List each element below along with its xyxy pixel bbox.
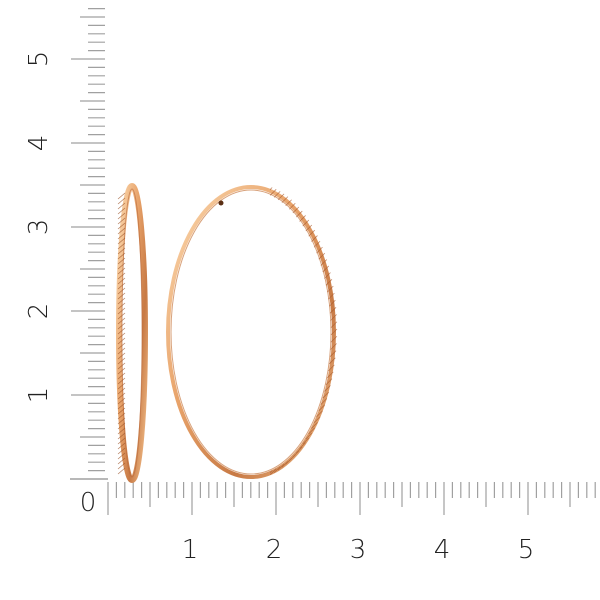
horizontal-unit-label: 1 <box>182 535 199 565</box>
vertical-unit-label: 2 <box>24 303 54 320</box>
horizontal-unit-label: 3 <box>350 535 367 565</box>
horizontal-unit-label: 2 <box>266 535 283 565</box>
horizontal-unit-label: 4 <box>434 535 451 565</box>
front-view-earring <box>166 185 338 479</box>
origin-label: 0 <box>80 488 97 518</box>
vertical-unit-label: 4 <box>24 135 54 152</box>
vertical-unit-label: 3 <box>24 219 54 236</box>
vertical-unit-label: 1 <box>24 387 54 404</box>
vertical-unit-label: 5 <box>24 51 54 68</box>
clasp <box>218 200 224 206</box>
side-view-earring <box>116 183 148 483</box>
horizontal-unit-label: 5 <box>518 535 535 565</box>
